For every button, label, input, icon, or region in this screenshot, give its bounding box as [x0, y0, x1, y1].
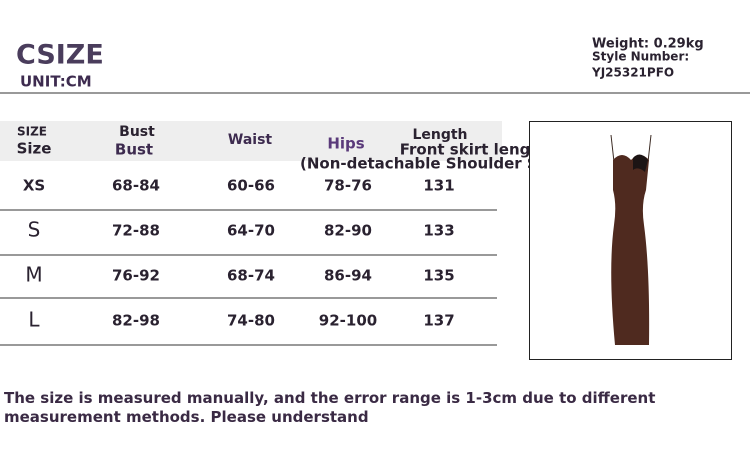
table-cell: 72-88 — [112, 222, 160, 240]
unit: UNIT:CM — [20, 73, 92, 91]
header-cell: SIZE — [17, 125, 47, 139]
style-number: YJ25321PFO — [591, 66, 674, 80]
header-cell: (Non-detachable Shoulder Strap) — [300, 155, 580, 173]
strap — [647, 134, 652, 163]
table-body: XS 68-84 60-66 78-76 131 S 72-88 64-70 82-90 133 M… — [0, 177, 497, 346]
header-cell: Front skirt length — [400, 141, 548, 159]
style-label: Style Number: — [592, 50, 689, 64]
note: The size is measured manually, and the e… — [4, 389, 656, 426]
table-cell: 137 — [423, 312, 454, 330]
table-cell: 92-100 — [319, 312, 377, 330]
header-cell: Waist — [228, 132, 273, 148]
weight: Weight: 0.29kg — [592, 37, 704, 52]
table-cell: 82-98 — [112, 312, 160, 330]
table-cell: M — [25, 263, 42, 287]
table-cell: S — [28, 218, 41, 242]
table-cell: 135 — [423, 267, 454, 285]
title: CSIZE — [16, 40, 104, 71]
table-cell: 68-74 — [227, 267, 275, 285]
table-cell: 78-76 — [324, 177, 372, 195]
table-cell: 76-92 — [112, 267, 160, 285]
dress-detail — [633, 154, 648, 172]
product-image — [529, 121, 732, 360]
strap — [610, 134, 615, 163]
header-cell: Length — [412, 127, 467, 143]
table-cell: L — [28, 308, 40, 332]
table-cell: 86-94 — [324, 267, 372, 285]
table-cell: 64-70 — [227, 222, 275, 240]
header-cell: Bust — [119, 124, 155, 140]
header-cell: Hips — [327, 135, 364, 153]
table-cell: 131 — [423, 177, 454, 195]
table-cell: 68-84 — [112, 177, 160, 195]
header-cell: Bust — [115, 141, 153, 159]
table-cell: 133 — [423, 222, 454, 240]
table-cell: 82-90 — [324, 222, 372, 240]
table-cell: XS — [23, 177, 45, 195]
table-cell: 74-80 — [227, 312, 275, 330]
dress — [611, 155, 650, 345]
header-band — [0, 121, 502, 161]
table-cell: 60-66 — [227, 177, 275, 195]
header-cell: Size — [17, 140, 52, 158]
